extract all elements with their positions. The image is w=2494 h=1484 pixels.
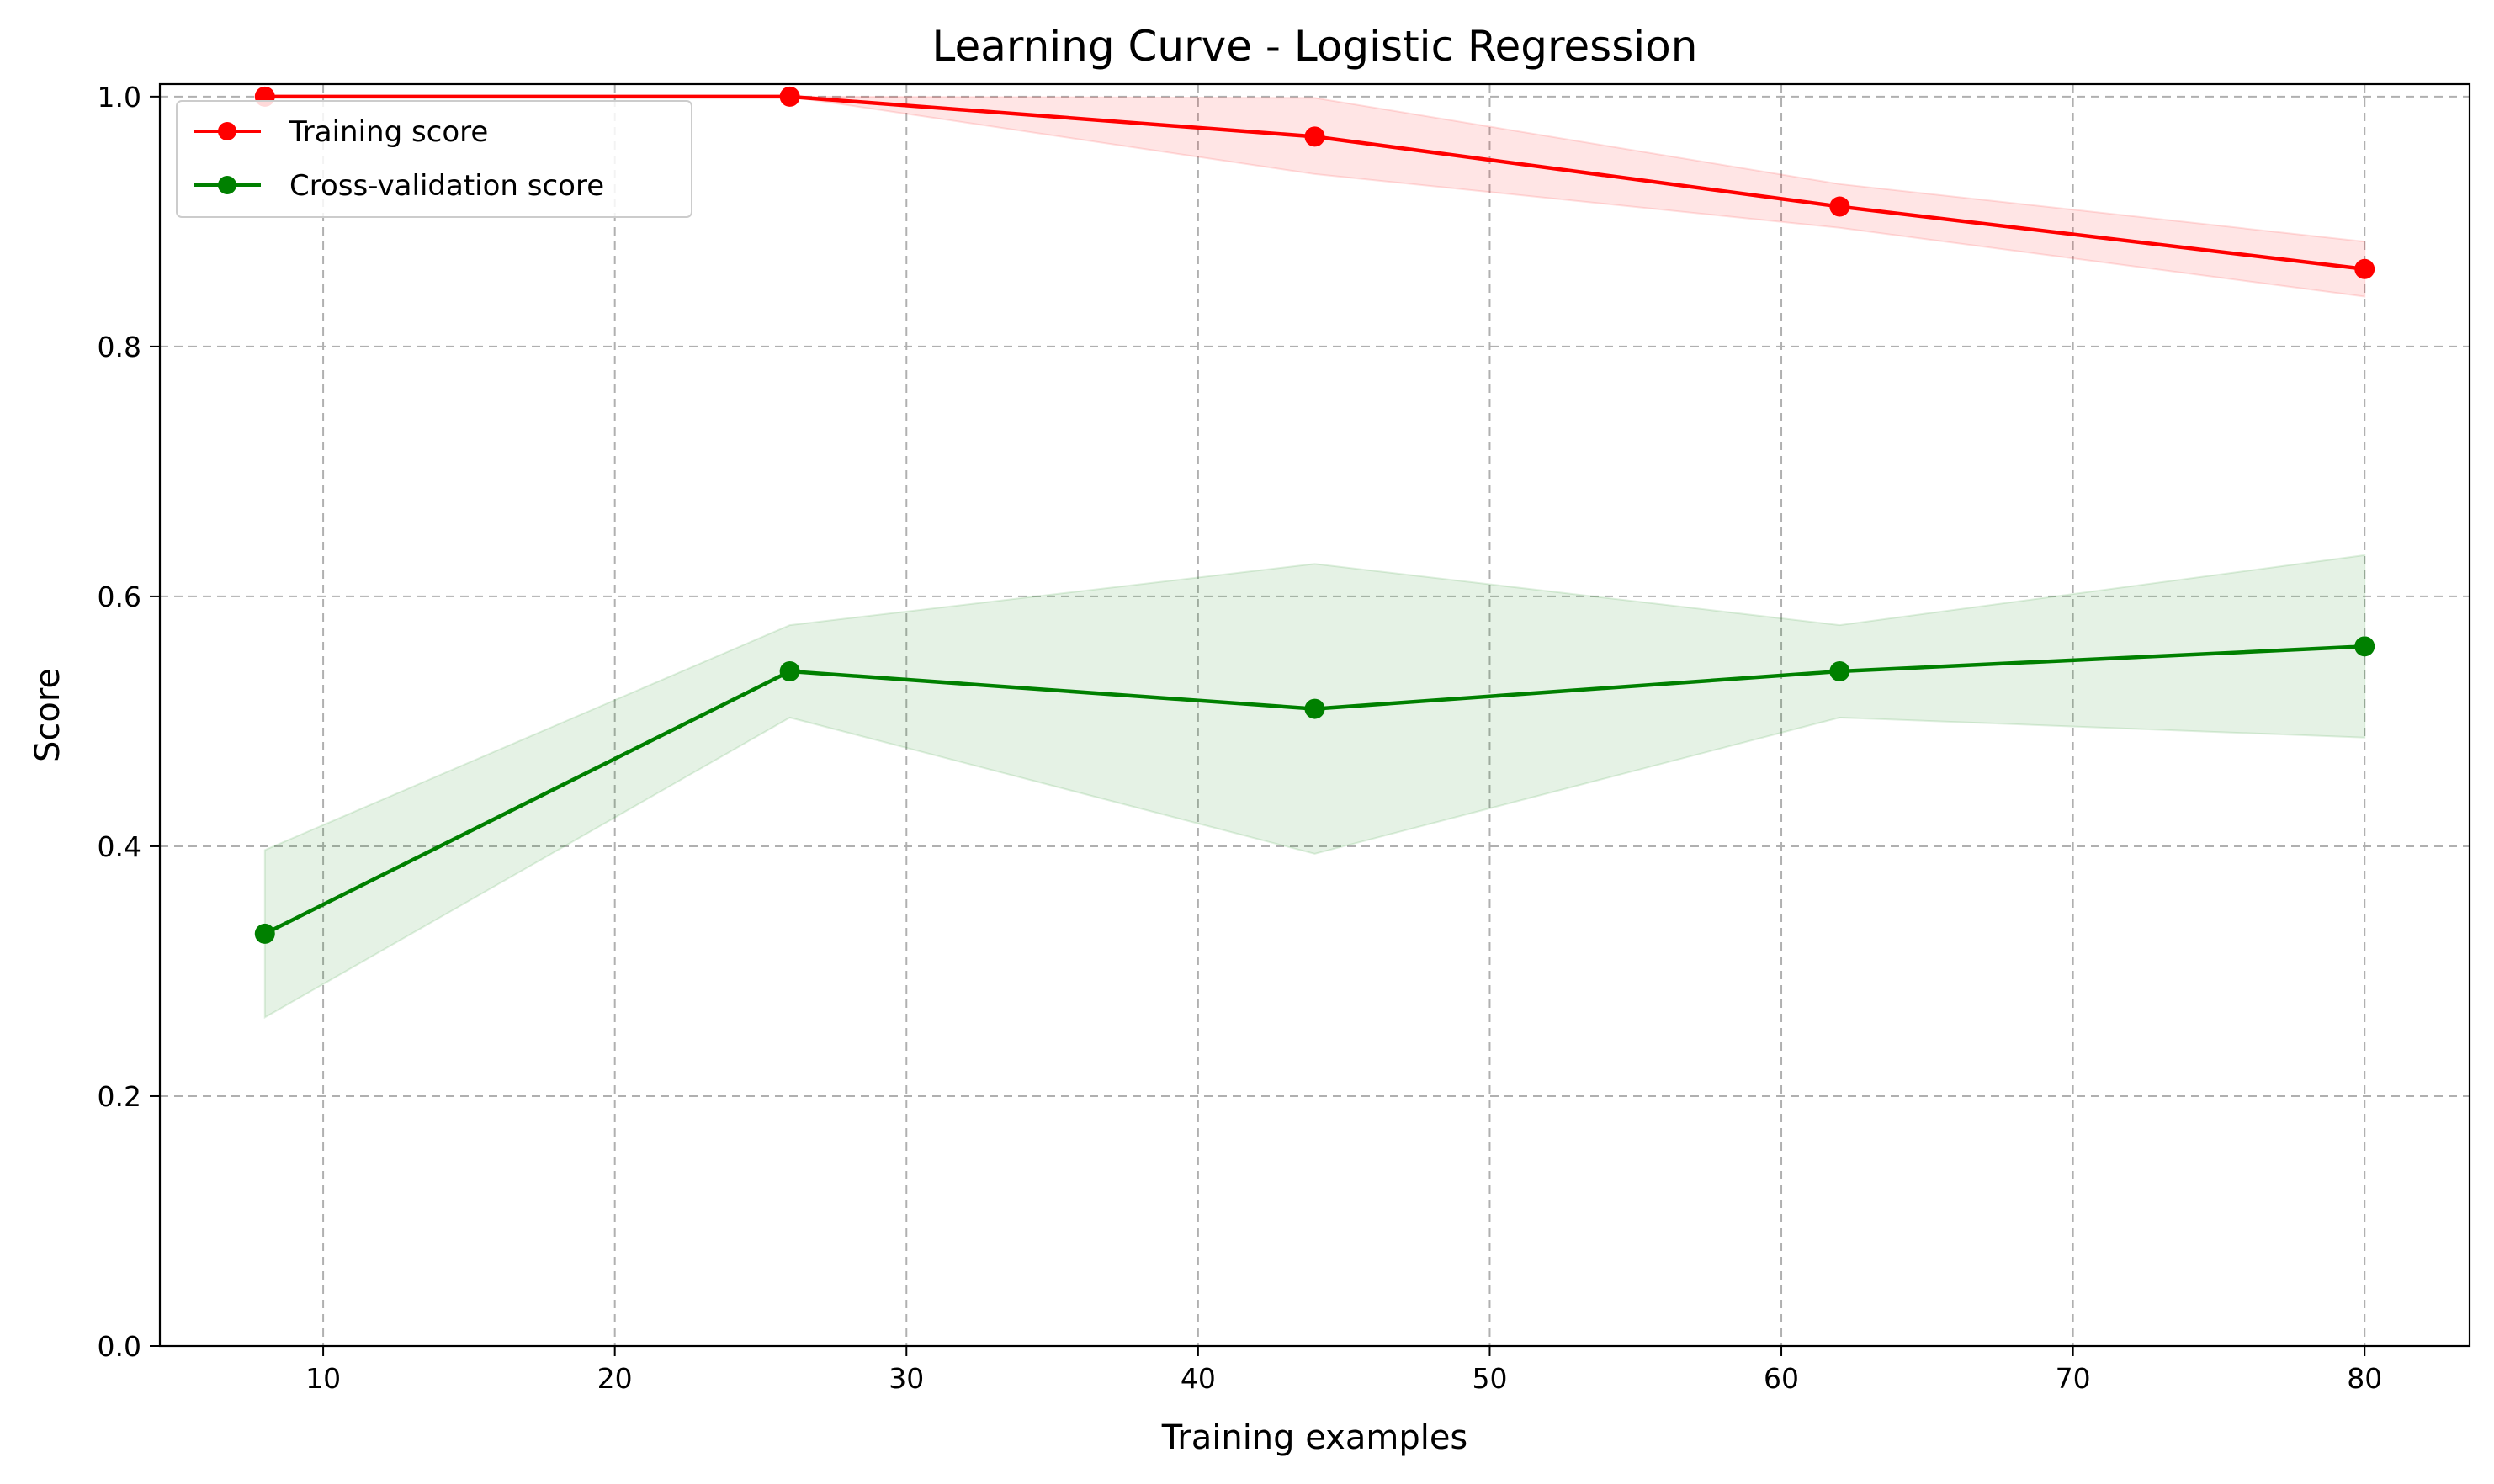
- point-cross-validation: [1829, 661, 1850, 682]
- point-training: [1829, 196, 1850, 217]
- y-tick-label: 0.2: [98, 1080, 141, 1113]
- legend-marker-cross-validation: [218, 176, 236, 194]
- x-tick-label: 30: [889, 1362, 924, 1395]
- y-tick-label: 0.0: [98, 1330, 141, 1363]
- x-axis-label: Training examples: [1161, 1418, 1468, 1457]
- x-tick-label: 80: [2347, 1362, 2382, 1395]
- legend-label-cross-validation: Cross-validation score: [289, 169, 604, 203]
- x-tick-label: 70: [2056, 1362, 2091, 1395]
- point-training: [2354, 258, 2375, 279]
- y-tick-label: 1.0: [98, 81, 141, 114]
- legend-label-training: Training score: [289, 115, 488, 149]
- point-cross-validation: [2354, 636, 2375, 657]
- x-tick-label: 20: [597, 1362, 633, 1395]
- legend-marker-training: [218, 122, 236, 140]
- legend-box: [176, 100, 692, 218]
- plot-frame: [158, 82, 2471, 1348]
- point-training: [779, 86, 800, 107]
- point-training: [1304, 126, 1325, 147]
- x-tick-label: 40: [1181, 1362, 1216, 1395]
- y-tick-label: 0.6: [98, 580, 141, 613]
- x-tick-label: 50: [1472, 1362, 1507, 1395]
- y-tick-label: 0.8: [98, 331, 141, 363]
- chart-title: Learning Curve - Logistic Regression: [932, 22, 1698, 71]
- point-cross-validation: [1304, 698, 1325, 719]
- point-cross-validation: [779, 661, 800, 682]
- y-tick-label: 0.4: [98, 830, 141, 863]
- legend: Training score Cross-validation score: [176, 100, 692, 218]
- y-axis-label: Score: [29, 668, 67, 762]
- point-cross-validation: [254, 923, 275, 944]
- axis-ticks: 10 20 30 40 50 60 70 80 0.0 0.2 0.4 0.6 0.8 1.0: [98, 81, 2383, 1395]
- x-tick-label: 60: [1764, 1362, 1799, 1395]
- x-tick-label: 10: [305, 1362, 341, 1395]
